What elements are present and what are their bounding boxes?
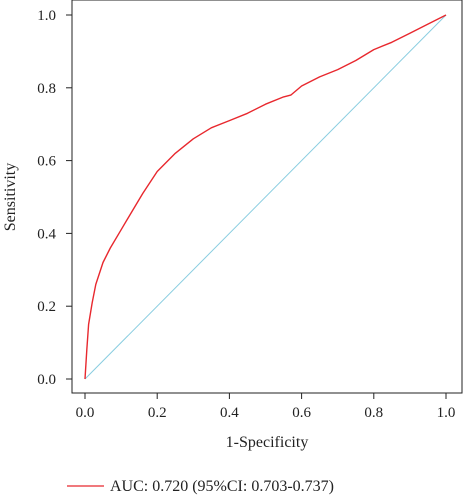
reference-diagonal xyxy=(84,14,447,380)
x-tick-label: 0.0 xyxy=(76,405,95,421)
y-axis-title: Sensitivity xyxy=(2,163,19,231)
x-tick-label: 0.4 xyxy=(220,405,239,421)
x-axis-title: 1-Specificity xyxy=(226,434,309,451)
y-tick-label: 0.0 xyxy=(37,372,56,388)
reference-layer xyxy=(84,14,447,380)
x-tick-label: 0.6 xyxy=(292,405,311,421)
series-layer xyxy=(84,14,447,380)
y-axis: 0.0 0.2 0.4 0.6 0.8 1.0 xyxy=(37,8,72,388)
legend-label: AUC: 0.720 (95%CI: 0.703-0.737) xyxy=(110,478,334,495)
x-tick-label: 0.8 xyxy=(364,405,383,421)
y-tick-label: 0.2 xyxy=(37,299,56,315)
x-tick-label: 1.0 xyxy=(437,405,456,421)
plot-frame xyxy=(71,0,463,394)
y-tick-label: 0.4 xyxy=(37,226,56,242)
x-axis: 0.0 0.2 0.4 0.6 0.8 1.0 xyxy=(76,393,456,421)
y-tick-label: 1.0 xyxy=(37,8,56,24)
roc-curve-0 xyxy=(84,14,447,380)
legend: AUC: 0.720 (95%CI: 0.703-0.737) xyxy=(67,478,334,495)
y-tick-label: 0.6 xyxy=(37,154,56,170)
x-tick-label: 0.2 xyxy=(148,405,167,421)
y-tick-label: 0.8 xyxy=(37,81,56,97)
